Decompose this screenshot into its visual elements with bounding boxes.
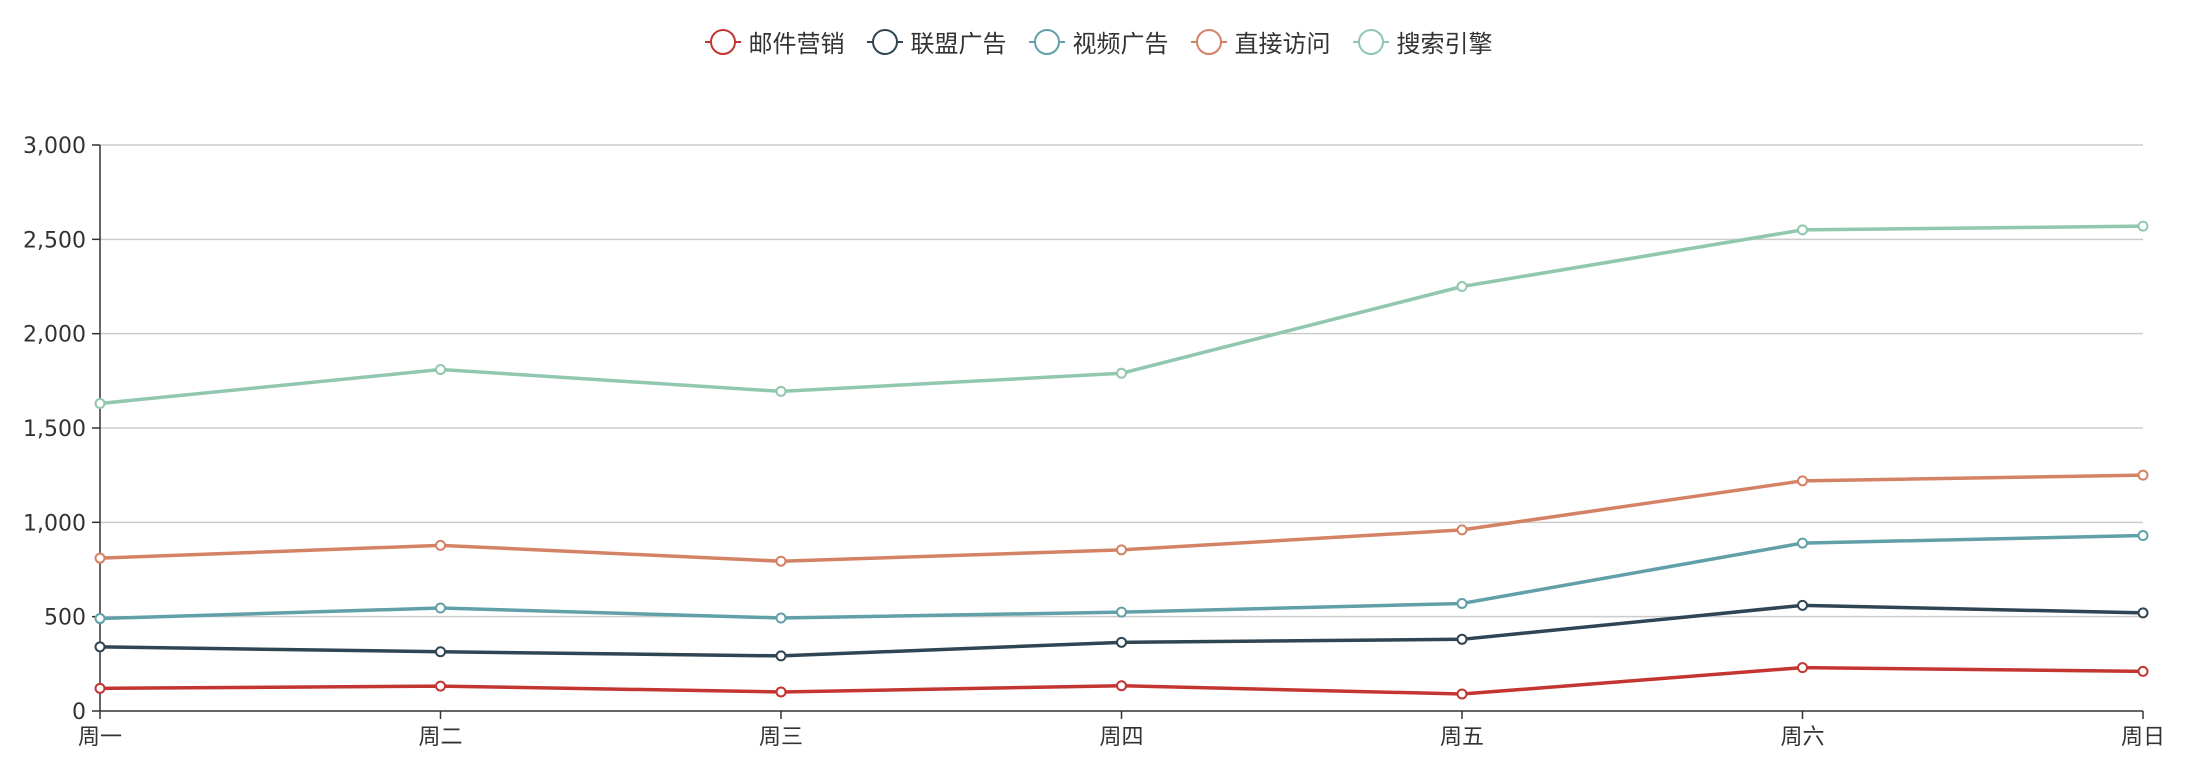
x-tick-label: 周五	[1440, 725, 1484, 750]
legend-label: 直接访问	[1234, 30, 1331, 58]
legend-item[interactable]: 邮件营销	[704, 24, 845, 59]
legend-item[interactable]: 视频广告	[1028, 24, 1169, 59]
data-point[interactable]	[1797, 662, 1808, 674]
legend-label: 搜索引擎	[1396, 30, 1493, 58]
data-point[interactable]	[775, 555, 787, 567]
data-point[interactable]	[775, 385, 787, 397]
data-point[interactable]	[1116, 636, 1127, 648]
series-1	[94, 662, 2149, 700]
data-point[interactable]	[435, 646, 446, 658]
data-point[interactable]	[1797, 599, 1808, 611]
series-3	[94, 530, 2149, 625]
series-2	[94, 599, 2149, 662]
legend: 邮件营销 联盟广告 视频广告 直接访问 搜索引擎	[0, 24, 2197, 59]
data-point[interactable]	[1797, 475, 1808, 487]
data-point[interactable]	[1456, 633, 1468, 645]
y-tick-label: 2,000	[23, 323, 86, 348]
y-tick-label: 2,500	[23, 228, 86, 253]
data-point[interactable]	[775, 612, 787, 624]
data-point[interactable]	[435, 364, 446, 376]
data-point[interactable]	[1797, 224, 1808, 236]
y-tick-label: 0	[72, 700, 86, 725]
y-tick-label: 3,000	[23, 134, 86, 159]
data-point[interactable]	[1456, 688, 1468, 700]
legend-label: 邮件营销	[748, 30, 845, 58]
x-tick-label: 周六	[1780, 725, 1824, 750]
x-tick-label: 周二	[418, 725, 462, 750]
legend-symbol-icon	[704, 28, 741, 55]
y-tick-label: 1,500	[23, 417, 86, 442]
data-point[interactable]	[2137, 607, 2149, 619]
data-point[interactable]	[435, 539, 446, 551]
series-5	[94, 220, 2149, 409]
series-layer	[94, 220, 2149, 700]
data-point[interactable]	[1116, 680, 1127, 692]
legend-item[interactable]: 搜索引擎	[1352, 24, 1493, 59]
data-point[interactable]	[1456, 597, 1468, 609]
data-point[interactable]	[2137, 469, 2149, 481]
tick-labels: 0 500 1,000 1,500 2,000 2,500 3,000 周一 周二 周三 周四 周五 周…	[23, 134, 2165, 750]
data-point[interactable]	[435, 680, 446, 692]
x-tick-label: 周四	[1099, 725, 1143, 750]
legend-label: 视频广告	[1072, 30, 1169, 58]
x-tick-label: 周日	[2121, 725, 2165, 750]
data-point[interactable]	[2137, 220, 2149, 232]
legend-symbol-icon	[866, 28, 903, 55]
x-tick-label: 周三	[759, 725, 803, 750]
data-point[interactable]	[435, 602, 446, 614]
legend-item[interactable]: 直接访问	[1190, 24, 1331, 59]
data-point[interactable]	[1116, 544, 1127, 556]
legend-item[interactable]: 联盟广告	[866, 24, 1007, 59]
y-tick-label: 1,000	[23, 511, 86, 536]
data-point[interactable]	[94, 682, 106, 694]
legend-symbol-icon	[1352, 28, 1389, 55]
data-point[interactable]	[2137, 665, 2149, 677]
data-point[interactable]	[2137, 530, 2149, 542]
data-point[interactable]	[1456, 281, 1468, 292]
data-point[interactable]	[94, 552, 106, 564]
data-point[interactable]	[1797, 537, 1808, 549]
data-point[interactable]	[775, 686, 787, 698]
x-tick-label: 周一	[78, 725, 122, 750]
legend-symbol-icon	[1190, 28, 1227, 55]
data-point[interactable]	[94, 397, 106, 409]
data-point[interactable]	[775, 650, 787, 662]
y-tick-label: 500	[44, 606, 86, 631]
data-point[interactable]	[1116, 606, 1127, 618]
series-4	[94, 469, 2149, 567]
legend-symbol-icon	[1028, 28, 1065, 55]
data-point[interactable]	[94, 641, 106, 653]
legend-label: 联盟广告	[910, 30, 1007, 58]
data-point[interactable]	[94, 613, 106, 625]
data-point[interactable]	[1456, 524, 1468, 536]
data-point[interactable]	[1116, 367, 1127, 379]
